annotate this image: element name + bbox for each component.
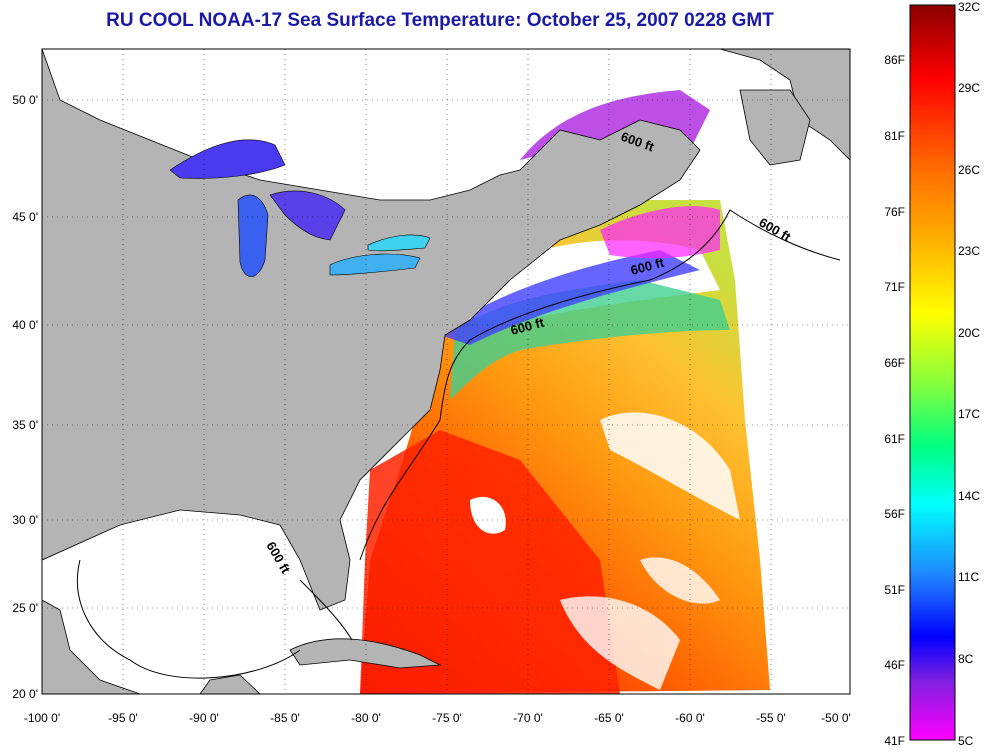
lon-tick-label: -70 0' (513, 711, 543, 725)
colorbar-f-label: 56F (884, 507, 905, 521)
lon-tick-label: -100 0' (24, 711, 60, 725)
colorbar-c-label: 17C (958, 407, 980, 421)
cold-coastal-water (440, 250, 700, 345)
colorbar-c-label: 23C (958, 244, 980, 258)
longitude-axis: -100 0' -95 0' -90 0' -85 0' -80 0' -75 … (24, 711, 851, 725)
colorbar-f-label: 41F (884, 734, 905, 748)
colorbar-c-label: 11C (958, 570, 979, 584)
lat-tick-label: 40 0' (12, 318, 38, 332)
colorbar-f-label: 51F (884, 583, 905, 597)
colorbar-c-label: 26C (958, 163, 980, 177)
lon-tick-label: -55 0' (756, 711, 786, 725)
isobath-600ft (76, 209, 841, 679)
lat-tick-label: 35 0' (12, 418, 38, 432)
map-title: RU COOL NOAA-17 Sea Surface Temperature:… (106, 10, 774, 31)
colorbar-f-label: 86F (884, 53, 905, 67)
newfoundland-land (739, 89, 811, 166)
colorbar-c-label: 29C (958, 81, 980, 95)
lon-tick-label: -90 0' (189, 711, 219, 725)
colorbar-c-labels: 32C 29C 26C 23C 20C 17C 14C 11C 8C 5C (958, 0, 980, 748)
lon-tick-label: -85 0' (270, 711, 300, 725)
colorbar-f-label: 66F (884, 356, 905, 370)
colorbar-f-labels: 86F 81F 76F 71F 66F 61F 56F 51F 46F 41F (884, 53, 905, 748)
colorbar-c-label: 32C (958, 0, 980, 14)
great-lakes (169, 139, 431, 278)
colorbar-c-label: 14C (958, 489, 980, 503)
colorbar-f-label: 71F (884, 280, 905, 294)
colorbar-f-label: 76F (884, 205, 905, 219)
lat-tick-label: 25 0' (12, 601, 38, 615)
colorbar-f-label: 81F (884, 129, 905, 143)
lon-tick-label: -60 0' (675, 711, 705, 725)
lat-tick-label: 50 0' (12, 93, 38, 107)
colorbar-c-label: 20C (958, 326, 980, 340)
colorbar-c-label: 5C (958, 734, 974, 748)
colorbar-gradient (909, 4, 956, 741)
lat-tick-label: 30 0' (12, 513, 38, 527)
colorbar-f-label: 46F (884, 658, 905, 672)
lon-tick-label: -75 0' (432, 711, 462, 725)
lon-tick-label: -80 0' (351, 711, 381, 725)
lat-tick-label: 20 0' (12, 687, 38, 701)
lon-tick-label: -95 0' (108, 711, 138, 725)
colorbar: 86F 81F 76F 71F 66F 61F 56F 51F 46F 41F … (884, 0, 980, 748)
colorbar-c-label: 8C (958, 652, 974, 666)
lat-tick-label: 45 0' (12, 210, 38, 224)
mexico-land (42, 599, 261, 694)
lon-tick-label: -65 0' (594, 711, 624, 725)
lon-tick-label: -50 0' (821, 711, 851, 725)
latitude-axis: 50 0' 45 0' 40 0' 35 0' 30 0' 25 0' 20 0… (12, 93, 38, 701)
colorbar-f-label: 61F (884, 432, 905, 446)
cuba-land (289, 638, 442, 669)
sst-warm-region (360, 430, 620, 694)
